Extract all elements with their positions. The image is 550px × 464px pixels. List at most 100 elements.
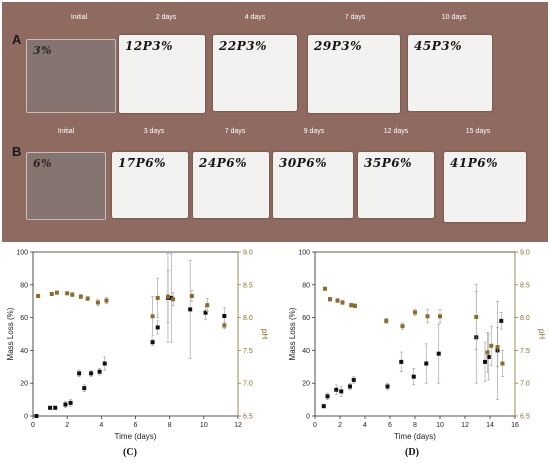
y-left-tick-label: 0 xyxy=(24,414,28,421)
ph-point xyxy=(500,361,505,366)
y-right-tick-label: 8.0 xyxy=(520,315,530,322)
ph-point xyxy=(104,298,109,303)
chart-c-svg: 0 2 4 6 8 10 12 0 20 40 60 80 100 6.5 7.0 7.5 8.0 8.5 9.0 T… xyxy=(6,250,269,442)
mass-loss-point xyxy=(483,359,487,364)
mass-loss-point xyxy=(424,361,429,366)
ph-point xyxy=(413,310,417,315)
time-label: Initial xyxy=(57,128,75,135)
chart-d: 0 2 4 6 8 10 12 14 16 0 20 40 60 80 100 6.5 7.0 7.5 8.0 8.5… xyxy=(275,244,550,444)
panel-d-caption: (D) xyxy=(405,447,419,458)
panel-c-caption: (C) xyxy=(123,447,137,458)
time-label: 2 days xyxy=(155,14,177,21)
ph-point xyxy=(54,290,59,295)
sample-marking: 30P6% xyxy=(279,156,327,170)
x-tick-label: 10 xyxy=(200,422,208,429)
sample-marking: 3% xyxy=(33,44,53,57)
y-right-tick-label: 8.5 xyxy=(520,282,530,289)
ph-point xyxy=(205,303,210,308)
chart-c: 0 2 4 6 8 10 12 0 20 40 60 80 100 6.5 7.0 7.5 8.0 8.5 9.0 T… xyxy=(0,244,270,444)
x-tick-label: 14 xyxy=(486,422,494,429)
sample-marking: 6% xyxy=(33,157,53,170)
sample-marking: 24P6% xyxy=(199,156,247,170)
sample-film: 41P6% xyxy=(444,152,526,222)
sample-film: 12P3% xyxy=(119,35,205,113)
mass-loss-point xyxy=(411,374,416,379)
x-tick-label: 12 xyxy=(461,422,469,429)
y-right-tick-label: 8.0 xyxy=(243,315,253,322)
ph-point xyxy=(474,314,479,319)
x-tick-label: 10 xyxy=(436,422,444,429)
ph-point xyxy=(70,292,75,297)
mass-loss-point xyxy=(155,325,160,330)
sample-marking: 29P3% xyxy=(314,39,362,53)
chart-d-svg: 0 2 4 6 8 10 12 14 16 0 20 40 60 80 100 6.5 7.0 7.5 8.0 8.5… xyxy=(288,250,546,442)
y-right-axis-label: pH xyxy=(260,329,269,339)
sample-marking: 17P6% xyxy=(118,156,166,170)
sample-film: 45P3% xyxy=(408,35,492,111)
y-left-tick-label: 40 xyxy=(20,348,28,355)
y-right-tick-label: 9.0 xyxy=(243,250,253,257)
sample-film: 35P6% xyxy=(358,152,434,218)
mass-loss-point xyxy=(48,405,53,410)
ph-point xyxy=(36,293,41,298)
mass-loss-point xyxy=(188,307,193,312)
mass-loss-point xyxy=(68,400,73,405)
x-tick-label: 8 xyxy=(168,422,172,429)
mass-loss-point xyxy=(436,351,441,356)
sample-marking: 41P6% xyxy=(450,156,498,170)
sample-marking: 12P3% xyxy=(125,39,173,53)
ph-point xyxy=(171,297,176,302)
x-tick-label: 6 xyxy=(134,422,138,429)
y-left-axis-label: Mass Loss (%) xyxy=(6,307,15,360)
y-left-tick-label: 100 xyxy=(298,250,310,257)
mass-loss-point xyxy=(499,318,504,323)
sample-photo-panel: A Initial 3% 2 days 12P3% 4 days 22P3% 7… xyxy=(2,2,548,242)
y-left-tick-label: 0 xyxy=(306,414,310,421)
y-right-tick-label: 7.0 xyxy=(520,381,530,388)
ph-point xyxy=(495,345,500,350)
ph-point xyxy=(323,286,327,291)
mass-loss-point xyxy=(63,402,68,407)
ph-point xyxy=(49,291,54,296)
ph-point xyxy=(489,343,494,348)
y-left-tick-label: 80 xyxy=(302,282,310,289)
mass-loss-point xyxy=(385,384,390,389)
ph-point xyxy=(400,324,405,329)
mass-loss-point xyxy=(339,389,344,394)
y-left-tick-label: 60 xyxy=(302,315,310,322)
ph-point xyxy=(85,296,90,301)
time-label: 10 days xyxy=(441,14,467,21)
x-axis-label: Time (days) xyxy=(115,432,157,441)
mass-loss-point xyxy=(348,384,352,389)
sample-film: 6% xyxy=(26,152,106,220)
ph-point xyxy=(95,300,100,305)
ph-point xyxy=(65,291,70,296)
sample-marking: 45P3% xyxy=(414,39,462,53)
mass-loss-point xyxy=(351,377,356,382)
x-tick-label: 8 xyxy=(413,422,417,429)
sample-film: 3% xyxy=(26,39,116,113)
x-tick-label: 12 xyxy=(234,422,242,429)
ph-point xyxy=(78,294,83,299)
time-label: 3 days xyxy=(143,128,165,135)
y-left-tick-label: 20 xyxy=(302,381,310,388)
ph-point xyxy=(340,300,345,305)
y-right-tick-label: 6.5 xyxy=(520,414,530,421)
ph-point xyxy=(485,350,490,355)
ph-point xyxy=(349,303,354,308)
mass-loss-point xyxy=(334,387,339,392)
mass-loss-point xyxy=(150,340,155,345)
y-left-tick-label: 80 xyxy=(20,282,28,289)
mass-loss-point xyxy=(77,371,82,376)
mass-loss-point xyxy=(486,354,491,359)
mass-loss-point xyxy=(203,310,208,315)
sample-film: 17P6% xyxy=(112,152,188,218)
sample-film: 22P3% xyxy=(213,35,297,111)
mass-loss-point xyxy=(222,313,227,318)
ph-point xyxy=(425,314,430,319)
x-tick-label: 4 xyxy=(363,422,367,429)
x-tick-label: 16 xyxy=(511,422,519,429)
sample-film: 24P6% xyxy=(193,152,269,218)
y-right-tick-label: 9.0 xyxy=(520,250,530,257)
sample-marking: 22P3% xyxy=(219,39,267,53)
